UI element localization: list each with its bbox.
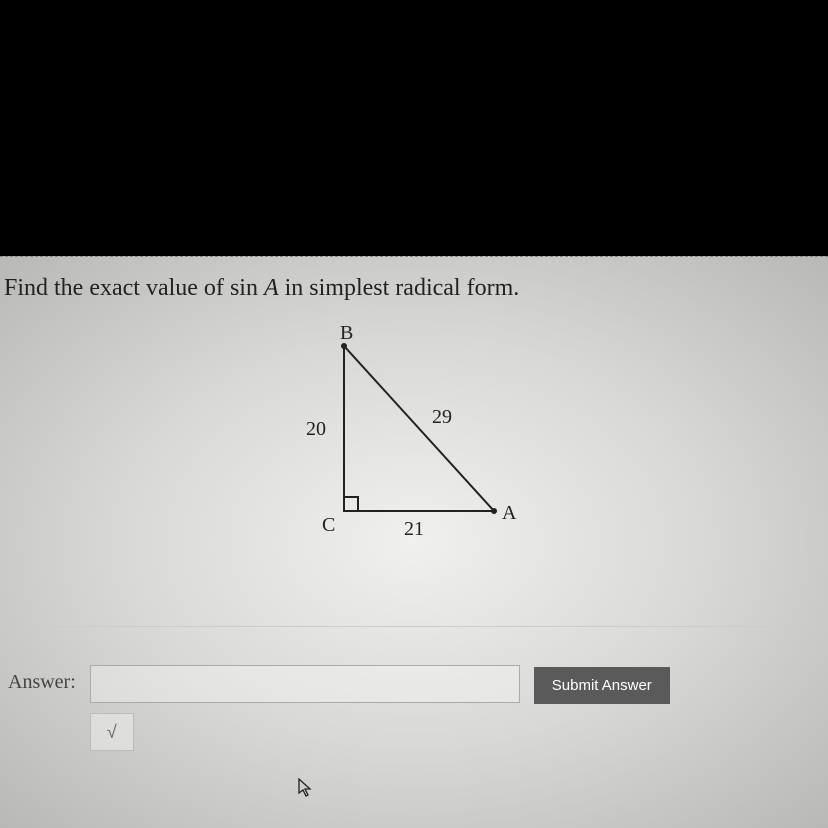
question-suffix: in simplest radical form. bbox=[279, 275, 520, 301]
sqrt-icon: √ bbox=[107, 722, 117, 743]
side-label-ca: 21 bbox=[404, 518, 424, 541]
vertex-label-c: C bbox=[322, 514, 335, 537]
vertex-label-a: A bbox=[502, 502, 516, 525]
side-label-bc: 20 bbox=[306, 418, 326, 441]
black-header-region bbox=[0, 0, 828, 256]
question-prefix: Find the exact value of bbox=[4, 275, 230, 301]
content-area: Find the exact value of sin A in simples… bbox=[0, 256, 828, 828]
answer-input-group: √ bbox=[90, 665, 520, 751]
diagram-container: B C A 20 29 21 bbox=[0, 302, 828, 576]
question-text: Find the exact value of sin A in simples… bbox=[0, 275, 828, 302]
answer-input[interactable] bbox=[90, 665, 520, 703]
triangle-diagram: B C A 20 29 21 bbox=[284, 336, 544, 556]
top-divider bbox=[0, 256, 828, 257]
question-func: sin bbox=[230, 275, 264, 301]
submit-answer-button[interactable]: Submit Answer bbox=[534, 667, 670, 704]
sqrt-button[interactable]: √ bbox=[90, 713, 134, 751]
question-variable: A bbox=[264, 275, 279, 301]
side-label-ab: 29 bbox=[432, 406, 452, 429]
answer-label: Answer: bbox=[8, 665, 76, 694]
answer-section: Answer: √ Submit Answer bbox=[0, 626, 828, 751]
vertex-label-b: B bbox=[340, 322, 353, 345]
cursor-icon bbox=[298, 778, 314, 803]
